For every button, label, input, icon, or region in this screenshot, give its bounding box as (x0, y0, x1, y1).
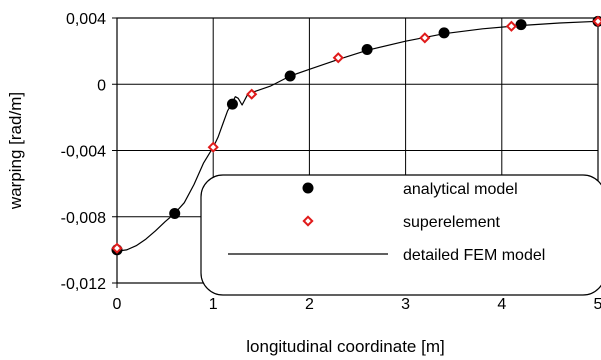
superelement-point (505, 20, 518, 32)
y-tick-label: -0,004 (61, 144, 106, 161)
legend-label: analytical model (403, 181, 518, 198)
y-tick-label: -0,012 (61, 276, 106, 293)
y-tick-label: 0,004 (66, 11, 106, 28)
superelement-point (419, 32, 431, 44)
legend-swatch-analytical-model (302, 182, 314, 194)
legend: analytical model superelement detailed FEM… (200, 174, 601, 296)
superelement-point (207, 141, 219, 153)
legend-items: analytical model superelement detailed FEM… (228, 181, 545, 264)
y-tick-label: 0 (97, 77, 106, 94)
data-series (111, 15, 601, 256)
legend-label: detailed FEM model (403, 247, 545, 264)
analytical-model-point (226, 98, 238, 110)
x-tick-label: 5 (594, 296, 601, 313)
x-tick-label: 0 (113, 296, 122, 313)
legend-box (200, 174, 601, 296)
y-tick-label: -0,008 (61, 210, 106, 227)
analytical-model-point (361, 43, 373, 55)
superelement-point (332, 52, 344, 64)
x-tick-label: 3 (401, 296, 410, 313)
x-tick-label: 4 (497, 296, 506, 313)
analytical-model-point (169, 207, 181, 219)
x-tick-label: 2 (305, 296, 314, 313)
superelement-point (246, 88, 258, 100)
y-axis-title: warping [rad/m] (6, 92, 25, 210)
x-tick-label: 1 (209, 296, 218, 313)
analytical-model-point (284, 70, 296, 82)
legend-label: superelement (403, 214, 501, 231)
analytical-model-point (438, 27, 450, 39)
superelement-point (111, 242, 123, 254)
x-axis-title: longitudinal coordinate [m] (246, 337, 444, 356)
y-axis-ticks: 0,004 0 -0,004 -0,008 -0,012 (61, 11, 117, 293)
analytical-model-point (515, 19, 527, 31)
legend-swatch-superelement (302, 215, 314, 227)
